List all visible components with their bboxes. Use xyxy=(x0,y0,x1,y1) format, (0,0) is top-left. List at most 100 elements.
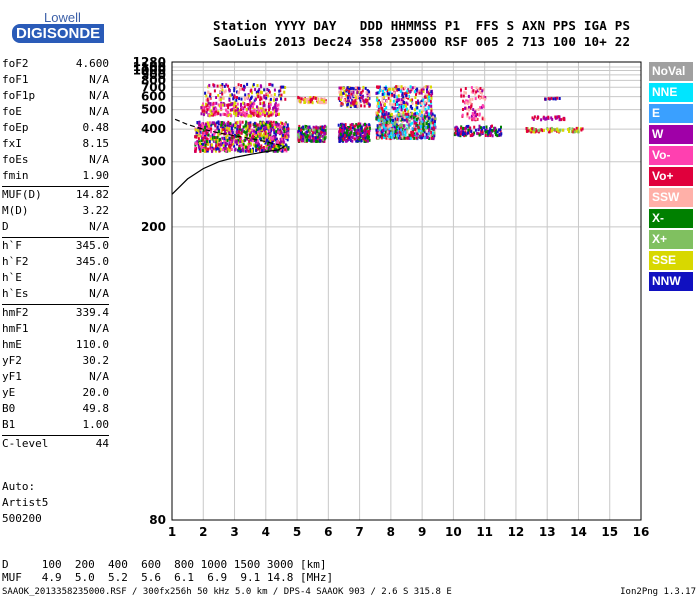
echo-point xyxy=(471,118,474,122)
echo-point xyxy=(400,108,403,112)
echo-point xyxy=(225,83,228,87)
echo-point xyxy=(239,111,242,115)
echo-point xyxy=(394,98,397,102)
echo-point xyxy=(207,91,210,94)
echo-point xyxy=(339,90,342,94)
echo-point xyxy=(240,131,243,135)
echo-point xyxy=(204,143,207,147)
echo-point xyxy=(345,128,348,132)
echo-point xyxy=(481,130,484,134)
echo-point xyxy=(235,98,238,102)
echo-point xyxy=(481,104,484,108)
echo-point xyxy=(376,101,379,105)
echo-point xyxy=(349,126,352,130)
echo-point xyxy=(315,126,318,130)
echo-point xyxy=(234,124,237,127)
echo-point xyxy=(298,129,301,132)
auto-version: 500200 xyxy=(2,512,42,525)
echo-point xyxy=(281,149,284,153)
echo-point xyxy=(285,135,288,139)
echo-point xyxy=(200,145,203,149)
echo-point xyxy=(475,117,478,121)
echo-point xyxy=(365,125,368,129)
echo-point xyxy=(384,117,387,121)
echo-point xyxy=(400,132,402,136)
echo-point xyxy=(384,86,387,90)
echo-point xyxy=(396,136,399,140)
echo-point xyxy=(387,125,390,129)
param-name: yF1 xyxy=(2,370,22,383)
echo-point xyxy=(367,135,370,139)
echo-point xyxy=(396,117,399,121)
echo-point xyxy=(322,129,325,132)
echo-point xyxy=(430,109,433,113)
echo-point xyxy=(427,106,430,110)
echo-point xyxy=(240,137,243,140)
echo-point xyxy=(309,136,312,140)
echo-point xyxy=(218,122,220,126)
echo-point xyxy=(351,86,354,90)
x-tick-label: 13 xyxy=(539,525,556,539)
echo-point xyxy=(219,98,222,102)
echo-point xyxy=(220,90,223,94)
echo-point xyxy=(204,129,207,133)
echo-point xyxy=(350,103,353,107)
echo-point xyxy=(465,99,468,103)
echo-point xyxy=(236,90,238,94)
legend-item: NoVal xyxy=(649,62,693,81)
echo-point xyxy=(224,89,227,93)
echo-point xyxy=(423,85,426,89)
echo-point xyxy=(378,101,381,105)
echo-point xyxy=(354,104,357,108)
echo-point xyxy=(210,123,213,127)
echo-point xyxy=(300,126,303,130)
echo-point xyxy=(469,106,472,110)
echo-point xyxy=(393,89,396,93)
echo-point xyxy=(273,93,276,96)
echo-point xyxy=(257,127,260,131)
echo-point xyxy=(275,142,278,146)
param-name: foF1 xyxy=(2,73,29,86)
echo-point xyxy=(261,108,264,112)
echo-point xyxy=(235,86,238,90)
echo-point xyxy=(257,111,260,115)
echo-point xyxy=(338,127,341,131)
echo-point xyxy=(247,145,250,149)
y-tick-label: 80 xyxy=(149,513,166,527)
echo-point xyxy=(250,142,253,146)
echo-point xyxy=(389,99,392,103)
echo-point xyxy=(200,143,203,146)
echo-point xyxy=(280,131,283,135)
echo-point xyxy=(364,86,367,90)
echo-point xyxy=(356,94,359,98)
echo-point xyxy=(286,138,289,142)
echo-point xyxy=(250,149,253,153)
echo-point xyxy=(490,129,493,133)
echo-point xyxy=(431,127,433,131)
echo-point xyxy=(354,124,357,128)
echo-point xyxy=(209,102,212,106)
echo-point xyxy=(221,83,224,86)
echo-point xyxy=(350,131,353,135)
echo-point xyxy=(235,111,238,115)
echo-point xyxy=(222,112,225,116)
echo-point xyxy=(377,130,379,134)
echo-point xyxy=(568,130,570,133)
echo-point xyxy=(208,114,211,118)
echo-point xyxy=(309,100,312,104)
echo-point xyxy=(426,94,429,98)
echo-point xyxy=(360,125,363,129)
param-value: 30.2 xyxy=(82,354,110,367)
echo-point xyxy=(242,142,245,146)
echo-point xyxy=(400,128,403,132)
echo-point xyxy=(297,95,300,99)
x-tick-label: 10 xyxy=(445,525,462,539)
echo-point xyxy=(538,128,541,132)
echo-point xyxy=(280,97,282,101)
echo-point xyxy=(213,139,216,143)
echo-point xyxy=(354,95,357,99)
echo-point xyxy=(476,112,479,116)
echo-point xyxy=(210,110,213,114)
echo-point xyxy=(203,134,206,138)
echo-point xyxy=(340,124,343,128)
